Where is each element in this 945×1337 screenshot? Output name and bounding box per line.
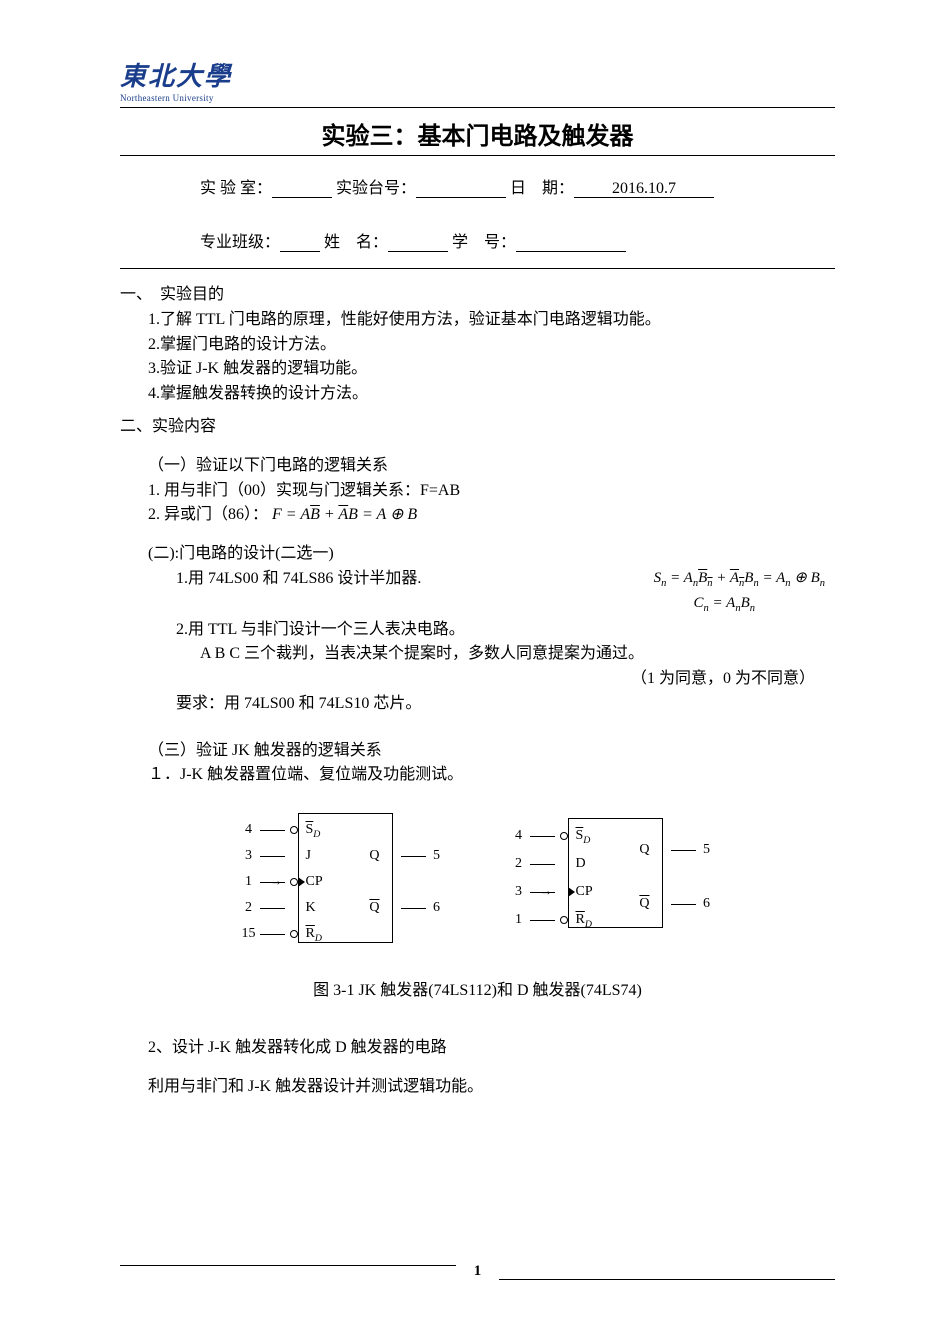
logo-cn: 東北大學 <box>120 56 232 93</box>
formula-sn: Sn = AnBn + AnBn = An ⊕ Bn <box>654 567 835 592</box>
pin-s: 4SD <box>238 820 285 840</box>
pin-q-bar: 6Q <box>671 894 718 914</box>
sec1-item-2: 2.掌握门电路的设计方法。 <box>120 333 835 358</box>
footer: 1 <box>120 1265 835 1289</box>
field-bench[interactable] <box>416 180 506 198</box>
sec1-item-1: 1.了解 TTL 门电路的原理，性能好使用方法，验证基本门电路逻辑功能。 <box>120 308 835 333</box>
part3-2-body: 利用与非门和 J-K 触发器设计并测试逻辑功能。 <box>120 1075 835 1100</box>
university-logo: 東北大學 Northeastern University <box>120 56 232 103</box>
meta-block: 实 验 室： 实验台号： 日 期：2016.10.7 专业班级： 姓 名： 学 … <box>120 156 835 268</box>
rule-under-meta <box>120 268 835 269</box>
field-class[interactable] <box>280 234 320 252</box>
page-title: 实验三：基本门电路及触发器 <box>120 116 835 151</box>
part2-2-l2: A B C 三个裁判，当表决某个提案时，多数人同意提案为通过。 <box>120 642 835 667</box>
field-id[interactable] <box>516 234 626 252</box>
page-number: 1 <box>474 1263 482 1280</box>
label-id: 学 号： <box>452 234 516 251</box>
flipflop-diagram: 4SD 3J 1CP→ 2K 15RD 5Q 6Q 4SD 2D 3CP→ 1RD 5Q 6Q <box>120 808 835 953</box>
section-2-title: 二、实验内容 <box>120 415 835 440</box>
sec1-item-4: 4.掌握触发器转换的设计方法。 <box>120 382 835 407</box>
footer-rule-left <box>120 1265 456 1266</box>
sec1-item-3: 3.验证 J-K 触发器的逻辑功能。 <box>120 357 835 382</box>
label-name: 姓 名： <box>324 234 388 251</box>
pin-k: 2K <box>238 898 285 918</box>
pin-q: 5Q <box>401 846 448 866</box>
pin-r: 15RD <box>238 924 285 944</box>
part2-line1: 1.用 74LS00 和 74LS86 设计半加器. Sn = AnBn + A… <box>120 567 835 592</box>
meta-row-1: 实 验 室： 实验台号： 日 期：2016.10.7 <box>200 174 787 198</box>
field-name[interactable] <box>388 234 448 252</box>
pin-q: 5Q <box>671 840 718 860</box>
pin-cp: 1CP→ <box>238 872 285 892</box>
pin-r: 1RD <box>508 910 555 930</box>
part1-line1: 1. 用与非门（00）实现与门逻辑关系：F=AB <box>120 479 835 504</box>
diagram-caption: 图 3-1 JK 触发器(74LS112)和 D 触发器(74LS74) <box>120 979 835 1004</box>
part1-line2: 2. 异或门（86）： F = AB + AB = A ⊕ B <box>120 503 835 528</box>
part1-title: （一）验证以下门电路的逻辑关系 <box>120 454 835 479</box>
meta-row-2: 专业班级： 姓 名： 学 号： <box>200 228 787 252</box>
label-room: 实 验 室： <box>200 180 272 197</box>
jk-flipflop: 4SD 3J 1CP→ 2K 15RD 5Q 6Q <box>238 808 448 953</box>
formula-xor: F = AB + AB = A ⊕ B <box>272 506 417 523</box>
part2-2-l3: （1 为同意，0 为不同意） <box>120 667 835 692</box>
part2-2-req: 要求：用 74LS00 和 74LS10 芯片。 <box>120 692 835 717</box>
p1-2-pre: 2. 异或门（86）： <box>148 506 268 523</box>
field-room[interactable] <box>272 180 332 198</box>
section-1-title: 一、 实验目的 <box>120 283 835 308</box>
content: 一、 实验目的 1.了解 TTL 门电路的原理，性能好使用方法，验证基本门电路逻… <box>120 283 835 1100</box>
footer-rule-right <box>499 1279 835 1280</box>
pin-j: 3J <box>238 846 285 866</box>
pin-cp: 3CP→ <box>508 882 555 902</box>
page: 東北大學 Northeastern University 实验三：基本门电路及触… <box>0 0 945 1337</box>
part2-title: (二):门电路的设计(二选一) <box>120 542 835 567</box>
part3-1: １．J-K 触发器置位端、复位端及功能测试。 <box>120 763 835 788</box>
rule-top <box>120 107 835 108</box>
label-date: 日 期： <box>510 180 574 197</box>
part2-2-l1: 2.用 TTL 与非门设计一个三人表决电路。 <box>120 618 835 643</box>
part3-2-title: 2、设计 J-K 触发器转化成 D 触发器的电路 <box>120 1036 835 1061</box>
pin-s: 4SD <box>508 826 555 846</box>
part3-title: （三）验证 JK 触发器的逻辑关系 <box>120 739 835 764</box>
pin-q-bar: 6Q <box>401 898 448 918</box>
field-date[interactable]: 2016.10.7 <box>574 180 714 198</box>
label-bench: 实验台号： <box>336 180 416 197</box>
pin-d: 2D <box>508 854 555 874</box>
logo-en: Northeastern University <box>120 93 232 103</box>
label-class: 专业班级： <box>200 234 280 251</box>
formula-cn: Cn = AnBn <box>694 592 835 617</box>
d-flipflop: 4SD 2D 3CP→ 1RD 5Q 6Q <box>508 808 718 953</box>
p2-1-pre: 1.用 74LS00 和 74LS86 设计半加器. <box>176 570 421 587</box>
